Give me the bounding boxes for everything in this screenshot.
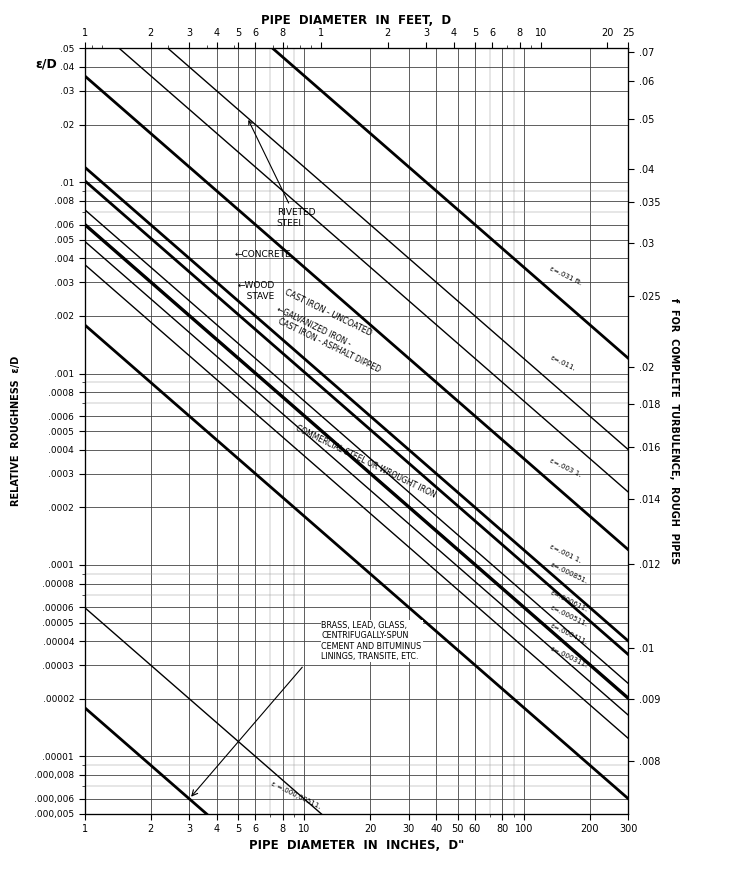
Text: COMMERCIAL STEEL OR WROUGHT IRON: COMMERCIAL STEEL OR WROUGHT IRON <box>294 423 437 500</box>
Text: ε/D: ε/D <box>35 57 57 70</box>
Text: ε=.001 1.: ε=.001 1. <box>549 543 582 564</box>
Text: ε=.003 1.: ε=.003 1. <box>549 457 582 478</box>
Text: ←CONCRETE: ←CONCRETE <box>234 250 291 259</box>
Text: RIVETED
STEEL: RIVETED STEEL <box>248 121 315 228</box>
X-axis label: PIPE  DIAMETER  IN  FEET,  D: PIPE DIAMETER IN FEET, D <box>262 14 451 26</box>
Text: ε=.000851.: ε=.000851. <box>549 561 588 585</box>
Text: RELATIVE  ROUGHNESS  ε/D: RELATIVE ROUGHNESS ε/D <box>11 356 21 506</box>
Text: ε=.000311.: ε=.000311. <box>549 646 589 669</box>
Text: BRASS, LEAD, GLASS,
CENTRIFUGALLY-SPUN
CEMENT AND BITUMINUS
LININGS, TRANSITE, E: BRASS, LEAD, GLASS, CENTRIFUGALLY-SPUN C… <box>321 621 422 661</box>
Text: ε=.031 ft.: ε=.031 ft. <box>549 266 583 286</box>
Y-axis label: f  FOR  COMPLETE  TURBULENCE,  ROUGH  PIPES: f FOR COMPLETE TURBULENCE, ROUGH PIPES <box>669 298 679 564</box>
Text: ←GALVANIZED IRON -
   CAST IRON - ASPHALT DIPPED: ←GALVANIZED IRON - CAST IRON - ASPHALT D… <box>270 304 387 375</box>
Text: ε=.000411.: ε=.000411. <box>549 622 588 646</box>
Text: ←WOOD
   STAVE: ←WOOD STAVE <box>238 282 275 301</box>
Text: ε=.000511.: ε=.000511. <box>549 605 588 627</box>
Text: ε=.000611.: ε=.000611. <box>549 590 589 612</box>
Text: ε=.011.: ε=.011. <box>549 355 576 372</box>
Text: ε =.000,00511.: ε =.000,00511. <box>270 781 322 810</box>
X-axis label: PIPE  DIAMETER  IN  INCHES,  D": PIPE DIAMETER IN INCHES, D" <box>249 839 464 852</box>
Text: CAST IRON - UNCOATED: CAST IRON - UNCOATED <box>283 288 373 338</box>
